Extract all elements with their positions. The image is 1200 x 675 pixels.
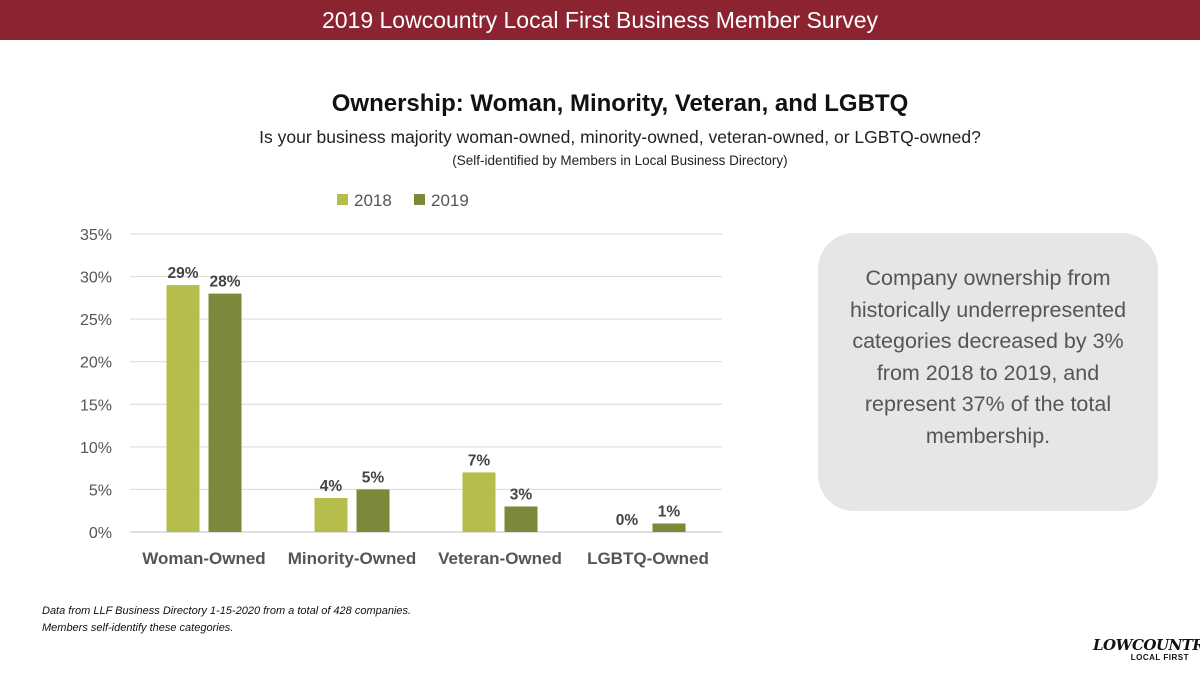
y-tick-label: 10% [80,440,112,457]
data-label: 7% [468,452,491,469]
y-tick-label: 15% [80,397,112,414]
bar [652,523,686,532]
banner-title: 2019 Lowcountry Local First Business Mem… [0,0,1200,40]
bar [356,489,390,532]
bar [462,472,496,532]
legend-label: 2019 [431,191,469,210]
data-label: 3% [510,486,533,503]
y-tick-label: 30% [80,270,112,287]
x-tick-label: LGBTQ-Owned [587,549,709,568]
y-tick-label: 35% [80,227,112,244]
x-tick-label: Minority-Owned [288,549,416,568]
logo-main-text: LOWCOUNTRY [1093,636,1200,654]
bar [314,497,348,532]
logo: LOWCOUNTRY LOCAL FIRST [1093,636,1200,662]
footnote: Data from LLF Business Directory 1-15-20… [42,603,411,637]
bar [504,506,538,532]
legend-swatch [414,194,425,205]
chart-subtitle: Is your business majority woman-owned, m… [259,127,981,147]
data-label: 0% [616,512,639,529]
footnote-line-2: Members self-identify these categories. [42,622,234,634]
legend-swatch [337,194,348,205]
data-label: 5% [362,469,385,486]
data-label: 4% [320,478,343,495]
logo-sub-text: LOCAL FIRST [1130,653,1189,662]
y-tick-label: 25% [80,312,112,329]
callout-text: Company ownership from historically unde… [849,266,1127,448]
data-label: 29% [167,265,198,282]
data-label: 28% [209,274,240,291]
bar [166,285,200,532]
y-tick-label: 0% [89,525,112,542]
legend-label: 2018 [354,191,392,210]
y-tick-label: 20% [80,355,112,372]
y-tick-label: 5% [89,482,112,499]
bar [208,293,242,532]
chart-title: Ownership: Woman, Minority, Veteran, and… [331,90,909,117]
chart-note: (Self-identified by Members in Local Bus… [452,153,788,168]
callout-box: Company ownership from historically unde… [818,233,1158,511]
x-tick-label: Woman-Owned [142,549,265,568]
data-label: 1% [658,503,681,520]
x-tick-label: Veteran-Owned [438,549,562,568]
footnote-line-1: Data from LLF Business Directory 1-15-20… [42,605,412,617]
